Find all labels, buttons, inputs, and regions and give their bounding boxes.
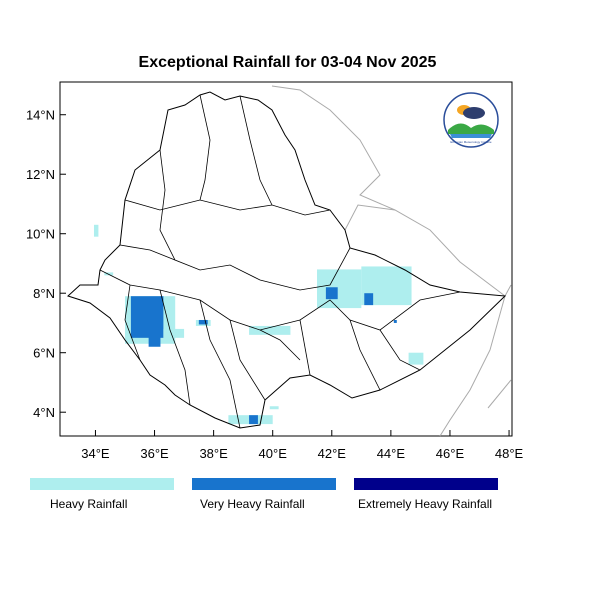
lat-tick-label: 14°N [26, 108, 55, 123]
legend-swatch-very-heavy [192, 478, 336, 490]
legend-swatch-extremely-heavy [354, 478, 498, 490]
plot-frame [59, 81, 513, 437]
rainfall-cell [364, 293, 374, 306]
neighbor-borders [271, 85, 512, 437]
legend-label-heavy: Heavy Rainfall [50, 497, 128, 511]
lon-tick-label: 38°E [199, 446, 228, 461]
rainfall-cell [325, 287, 338, 300]
rainfall-cell [93, 224, 99, 237]
lon-tick-label: 40°E [259, 446, 288, 461]
rainfall-cell [393, 319, 397, 323]
rainfall-cell [408, 352, 424, 365]
logo-text: Ethiopian Meteorology Institute [450, 140, 492, 144]
lat-tick-label: 4°N [33, 405, 55, 420]
institute-logo: Ethiopian Meteorology Institute [440, 92, 502, 150]
lon-tick-label: 34°E [81, 446, 110, 461]
rainfall-cell [317, 269, 362, 309]
lon-tick-label: 36°E [140, 446, 169, 461]
lat-tick-label: 8°N [33, 286, 55, 301]
rainfall-cell [148, 328, 161, 347]
lon-tick-label: 44°E [377, 446, 406, 461]
lat-tick-label: 6°N [33, 346, 55, 361]
lat-tick-label: 10°N [26, 227, 55, 242]
admin-boundaries [99, 94, 461, 429]
rainfall-cell [249, 415, 258, 425]
rainfall-cell [269, 406, 279, 410]
map-title: Exceptional Rainfall for 03-04 Nov 2025 [138, 54, 437, 71]
lon-tick-label: 48°E [495, 446, 524, 461]
rainfall-cells [93, 224, 424, 425]
legend-swatch-heavy [30, 478, 174, 490]
lon-tick-label: 42°E [318, 446, 347, 461]
legend-label-extremely-heavy: Extremely Heavy Rainfall [358, 497, 493, 511]
rainfall-cell [249, 325, 291, 335]
lat-tick-label: 12°N [26, 167, 55, 182]
rainfall-cell [198, 319, 208, 325]
lon-tick-label: 46°E [436, 446, 465, 461]
rainfall-cell [104, 272, 114, 276]
legend-label-very-heavy: Very Heavy Rainfall [200, 497, 305, 511]
rainfall-cell [163, 328, 185, 338]
